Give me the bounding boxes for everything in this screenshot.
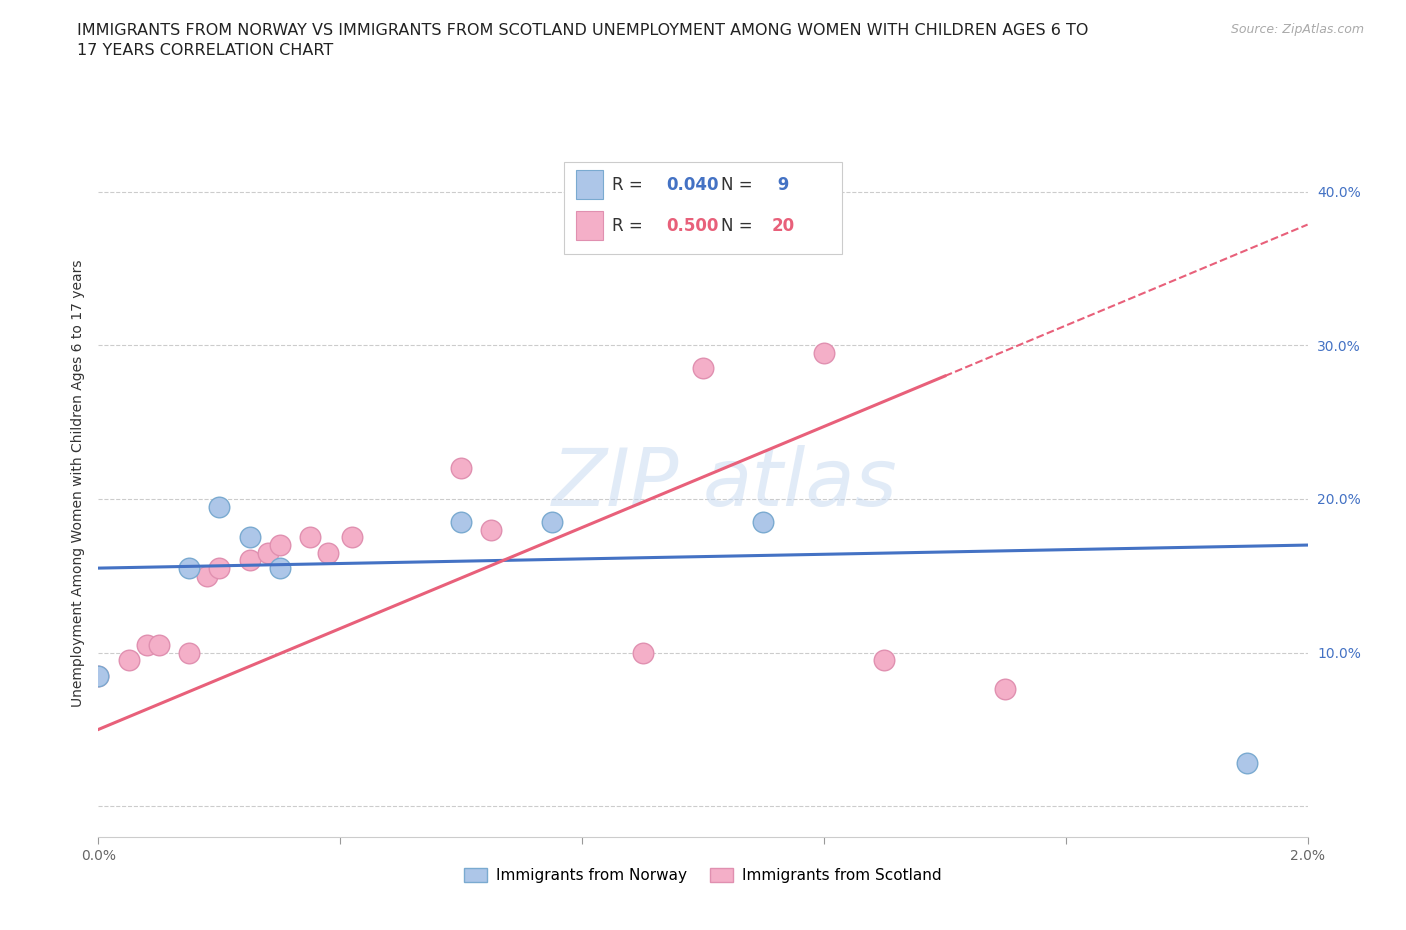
Point xyxy=(752,514,775,529)
FancyBboxPatch shape xyxy=(576,211,603,241)
Text: Source: ZipAtlas.com: Source: ZipAtlas.com xyxy=(1230,23,1364,36)
Legend: Immigrants from Norway, Immigrants from Scotland: Immigrants from Norway, Immigrants from … xyxy=(458,862,948,889)
Y-axis label: Unemployment Among Women with Children Ages 6 to 17 years: Unemployment Among Women with Children A… xyxy=(70,259,84,708)
Point xyxy=(87,669,110,684)
Text: 0.500: 0.500 xyxy=(666,217,718,234)
Text: R =: R = xyxy=(613,176,648,193)
Text: N =: N = xyxy=(721,176,758,193)
Text: atlas: atlas xyxy=(703,445,898,523)
Point xyxy=(87,669,110,684)
Point xyxy=(179,645,201,660)
Point xyxy=(481,523,503,538)
Point xyxy=(269,561,291,576)
Point xyxy=(208,561,231,576)
Text: IMMIGRANTS FROM NORWAY VS IMMIGRANTS FROM SCOTLAND UNEMPLOYMENT AMONG WOMEN WITH: IMMIGRANTS FROM NORWAY VS IMMIGRANTS FRO… xyxy=(77,23,1088,58)
Text: R =: R = xyxy=(613,217,648,234)
Point xyxy=(208,499,231,514)
Point xyxy=(692,361,714,376)
Point xyxy=(179,561,201,576)
Point xyxy=(994,682,1017,697)
Point xyxy=(873,653,896,668)
Point xyxy=(118,653,141,668)
Point xyxy=(135,637,157,652)
Text: 0.040: 0.040 xyxy=(666,176,720,193)
FancyBboxPatch shape xyxy=(564,162,842,254)
Point xyxy=(631,645,654,660)
Point xyxy=(239,553,262,568)
Point xyxy=(813,346,835,361)
Point xyxy=(269,538,291,552)
Text: N =: N = xyxy=(721,217,758,234)
Point xyxy=(256,545,278,560)
Point xyxy=(239,530,262,545)
Point xyxy=(450,460,472,475)
Text: 9: 9 xyxy=(772,176,789,193)
FancyBboxPatch shape xyxy=(576,170,603,199)
Point xyxy=(316,545,339,560)
Point xyxy=(1236,756,1258,771)
Point xyxy=(148,637,170,652)
Point xyxy=(450,514,472,529)
Point xyxy=(195,568,218,583)
Point xyxy=(342,530,364,545)
Point xyxy=(540,514,562,529)
Text: 20: 20 xyxy=(772,217,794,234)
Point xyxy=(299,530,322,545)
Text: ZIP: ZIP xyxy=(551,445,679,523)
